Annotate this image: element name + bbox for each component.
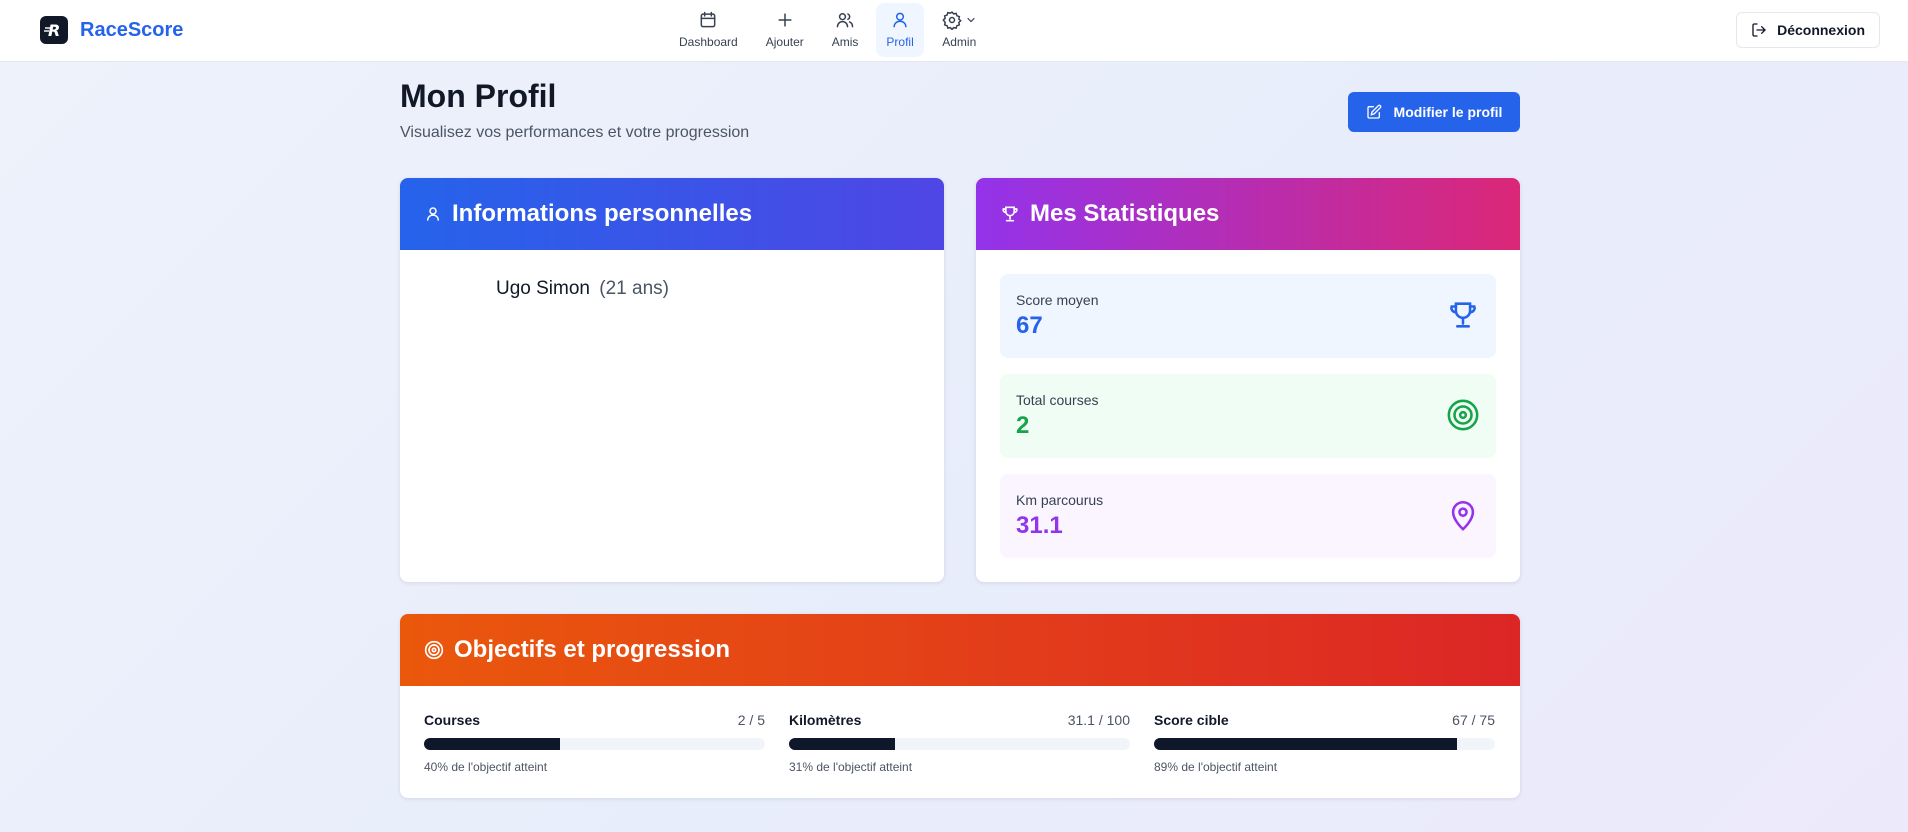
goal-value: 2 / 5 <box>737 712 765 728</box>
chevron-down-icon <box>967 17 975 23</box>
brand-name: RaceScore <box>80 18 184 41</box>
logout-label: Déconnexion <box>1777 22 1865 38</box>
goal-label: Score cible <box>1154 712 1229 728</box>
trophy-icon <box>1450 302 1476 328</box>
personal-info-card: Informations personnelles Ugo Simon (21 … <box>400 178 944 582</box>
stat-value: 31.1 <box>1016 512 1063 539</box>
edit-profile-label: Modifier le profil <box>1393 104 1503 120</box>
users-icon <box>836 13 854 28</box>
goal-target-score: Score cible 67 / 75 89% de l'objectif at… <box>1154 712 1495 774</box>
nav-amis-label: Amis <box>831 35 859 49</box>
svg-text:R: R <box>48 21 60 40</box>
goal-value: 67 / 75 <box>1452 712 1495 728</box>
goal-label: Kilomètres <box>789 712 862 728</box>
logout-button[interactable]: Déconnexion <box>1736 12 1880 48</box>
nav-amis[interactable]: Amis <box>822 3 869 57</box>
page-subtitle: Visualisez vos performances et votre pro… <box>400 124 750 141</box>
trophy-icon <box>1002 206 1018 222</box>
page-title: Mon Profil <box>400 78 557 114</box>
stat-value: 67 <box>1016 312 1043 339</box>
personal-info-header: Informations personnelles <box>400 178 944 250</box>
goal-races: Courses 2 / 5 40% de l'objectif atteint <box>424 712 765 774</box>
goals-list: Courses 2 / 5 40% de l'objectif atteint … <box>424 712 1495 774</box>
user-age: (21 ans) <box>599 278 669 299</box>
calendar-icon <box>700 11 716 28</box>
main-nav: Dashboard Ajouter Amis Profil Admin <box>669 3 987 57</box>
progress-fill <box>424 738 561 750</box>
stat-label: Score moyen <box>1016 292 1099 308</box>
progress-bar <box>789 738 1130 750</box>
target-icon <box>1447 399 1479 431</box>
nav-ajouter-label: Ajouter <box>765 35 804 49</box>
stat-label: Km parcourus <box>1016 492 1104 508</box>
nav-ajouter[interactable]: Ajouter <box>756 3 814 57</box>
stat-value: 2 <box>1016 412 1030 439</box>
user-icon <box>427 207 439 221</box>
brand[interactable]: R RaceScore <box>40 16 183 44</box>
nav-dashboard[interactable]: Dashboard <box>669 3 748 57</box>
target-icon <box>424 640 444 660</box>
nav-profil-label: Profil <box>886 35 914 49</box>
edit-profile-button[interactable]: Modifier le profil <box>1348 92 1520 132</box>
user-icon <box>893 12 907 28</box>
stat-total-races: Total courses 2 <box>1000 374 1496 458</box>
goals-title: Objectifs et progression <box>454 636 731 663</box>
personal-info-title: Informations personnelles <box>452 200 753 227</box>
progress-fill <box>1154 738 1458 750</box>
goal-value: 31.1 / 100 <box>1067 712 1130 728</box>
logout-icon <box>1752 23 1767 37</box>
racescore-logo-icon: R <box>40 16 68 44</box>
progress-fill <box>789 738 895 750</box>
plus-icon <box>778 13 792 27</box>
goal-note: 31% de l'objectif atteint <box>789 760 913 774</box>
stat-km-covered: Km parcourus 31.1 <box>1000 474 1496 558</box>
stats-title: Mes Statistiques <box>1030 200 1220 227</box>
nav-profil[interactable]: Profil <box>876 3 924 57</box>
map-pin-icon <box>1451 500 1475 531</box>
nav-admin-label: Admin <box>942 35 977 49</box>
stats-header: Mes Statistiques <box>976 178 1520 250</box>
user-name: Ugo Simon <box>496 278 590 299</box>
progress-bar <box>424 738 765 750</box>
goal-kilometers: Kilomètres 31.1 / 100 31% de l'objectif … <box>789 712 1130 774</box>
stat-average-score: Score moyen 67 <box>1000 274 1496 358</box>
gear-icon <box>942 11 962 30</box>
nav-admin[interactable]: Admin <box>932 3 987 57</box>
user-identity: Ugo Simon (21 ans) <box>496 278 669 300</box>
progress-bar <box>1154 738 1495 750</box>
nav-dashboard-label: Dashboard <box>679 35 738 49</box>
goal-note: 40% de l'objectif atteint <box>424 760 548 774</box>
stats-card: Mes Statistiques Score moyen 67 Total co… <box>976 178 1520 582</box>
top-navigation-bar: R RaceScore Dashboard Ajouter Amis <box>0 0 1908 62</box>
goals-header: Objectifs et progression <box>400 614 1520 686</box>
goal-label: Courses <box>424 712 481 728</box>
edit-icon <box>1366 104 1381 119</box>
goal-note: 89% de l'objectif atteint <box>1154 760 1278 774</box>
goals-card: Objectifs et progression Courses 2 / 5 4… <box>400 614 1520 798</box>
stat-label: Total courses <box>1016 392 1099 408</box>
